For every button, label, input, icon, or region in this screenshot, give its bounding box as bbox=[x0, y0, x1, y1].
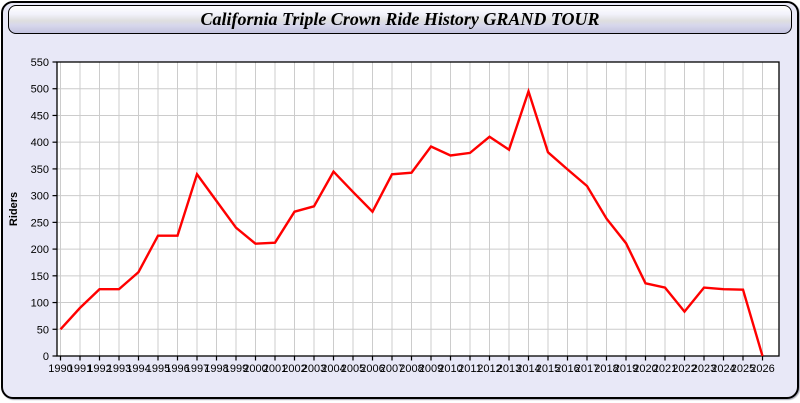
x-tick-label: 2000 bbox=[243, 363, 267, 375]
x-tick-label: 2005 bbox=[341, 363, 365, 375]
riders-series-line bbox=[59, 87, 764, 357]
x-tick-label: 2022 bbox=[672, 363, 696, 375]
y-tick-label: 300 bbox=[31, 191, 49, 203]
x-tick-label: 2009 bbox=[419, 363, 443, 375]
y-tick-label: 400 bbox=[31, 137, 49, 149]
x-tick-label: 2008 bbox=[399, 363, 423, 375]
x-tick-label: 2025 bbox=[731, 363, 755, 375]
y-tick-label: 100 bbox=[31, 298, 49, 310]
x-tick-label: 1994 bbox=[126, 363, 150, 375]
x-tick-label: 2011 bbox=[458, 363, 482, 375]
x-tick-label: 1992 bbox=[87, 363, 111, 375]
x-tick-label: 2007 bbox=[380, 363, 404, 375]
y-axis-title: Riders bbox=[8, 192, 20, 226]
y-tick-label: 450 bbox=[31, 110, 49, 122]
page-title: California Triple Crown Ride History GRA… bbox=[200, 9, 600, 29]
x-tick-label: 1997 bbox=[185, 363, 209, 375]
x-tick-label: 2021 bbox=[653, 363, 677, 375]
x-tick-label: 2017 bbox=[575, 363, 599, 375]
x-tick-label: 2014 bbox=[516, 363, 540, 375]
x-tick-label: 2004 bbox=[321, 363, 345, 375]
y-tick-label: 500 bbox=[31, 84, 49, 96]
x-tick-label: 2020 bbox=[633, 363, 657, 375]
y-tick-label: 250 bbox=[31, 217, 49, 229]
title-bar: California Triple Crown Ride History GRA… bbox=[8, 5, 792, 34]
x-tick-label: 1996 bbox=[165, 363, 189, 375]
y-tick-label: 0 bbox=[43, 351, 49, 363]
y-tick-label: 50 bbox=[37, 324, 49, 336]
y-tick-label: 150 bbox=[31, 271, 49, 283]
x-tick-label: 2013 bbox=[497, 363, 521, 375]
x-tick-label: 1991 bbox=[68, 363, 92, 375]
plot-area bbox=[57, 62, 779, 356]
x-tick-label: 2006 bbox=[360, 363, 384, 375]
x-tick-label: 2015 bbox=[536, 363, 560, 375]
x-tick-label: 1999 bbox=[224, 363, 248, 375]
x-tick-label: 1998 bbox=[204, 363, 228, 375]
x-tick-label: 1993 bbox=[107, 363, 131, 375]
y-tick-label: 550 bbox=[31, 57, 49, 69]
x-tick-label: 2002 bbox=[282, 363, 306, 375]
x-tick-label: 2012 bbox=[477, 363, 501, 375]
x-tick-label: 2010 bbox=[438, 363, 462, 375]
y-tick-label: 200 bbox=[31, 244, 49, 256]
x-tick-label: 2001 bbox=[263, 363, 287, 375]
plot-border bbox=[56, 61, 780, 357]
x-tick-label: 2024 bbox=[711, 363, 735, 375]
x-tick-label: 2026 bbox=[750, 363, 774, 375]
x-tick-label: 1995 bbox=[146, 363, 170, 375]
y-tick-label: 350 bbox=[31, 164, 49, 176]
x-tick-label: 2016 bbox=[555, 363, 579, 375]
x-tick-label: 1990 bbox=[48, 363, 72, 375]
ride-history-chart: 1990199119921993199419951996199719981999… bbox=[8, 57, 780, 375]
x-tick-label: 2003 bbox=[302, 363, 326, 375]
x-tick-label: 2023 bbox=[692, 363, 716, 375]
x-tick-label: 2019 bbox=[614, 363, 638, 375]
x-tick-label: 2018 bbox=[594, 363, 618, 375]
